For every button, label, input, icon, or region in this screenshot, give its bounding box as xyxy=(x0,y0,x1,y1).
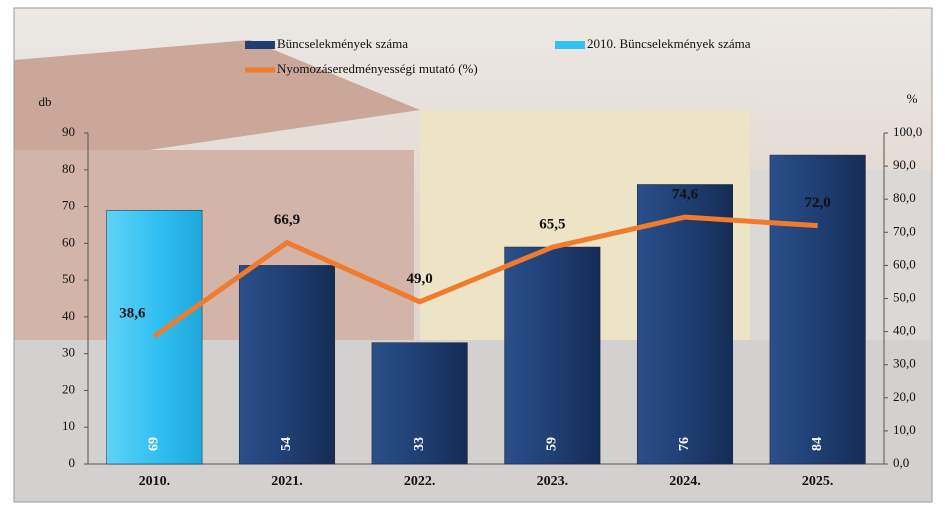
y-tick-label: 70 xyxy=(62,198,75,213)
y2-tick-label: 50,0 xyxy=(893,289,916,304)
bar-value-label: 69 xyxy=(147,437,162,451)
line-value-label: 72,0 xyxy=(805,195,831,211)
x-tick-label: 2024. xyxy=(669,474,701,489)
line-value-label: 49,0 xyxy=(407,271,433,287)
y-tick-label: 90 xyxy=(62,124,75,139)
bar xyxy=(769,154,866,465)
y2-axis-title: % xyxy=(907,91,918,106)
frame xyxy=(13,7,933,503)
legend-label: 2010. Büncselekmények száma xyxy=(587,36,751,51)
bar xyxy=(504,246,601,465)
bar xyxy=(371,342,468,465)
y-tick-label: 20 xyxy=(62,381,75,396)
line-value-label: 74,6 xyxy=(672,187,699,203)
x-tick-label: 2025. xyxy=(802,474,834,489)
y2-tick-label: 10,0 xyxy=(893,422,916,437)
legend-swatch xyxy=(245,41,275,49)
bar xyxy=(106,209,203,465)
line-value-label: 65,5 xyxy=(539,217,565,233)
x-tick-label: 2010. xyxy=(139,474,171,489)
bar-value-label: 84 xyxy=(810,437,825,451)
line-value-label: 38,6 xyxy=(119,306,146,322)
y-tick-label: 10 xyxy=(62,418,75,433)
bar xyxy=(238,265,336,465)
line-value-label: 66,9 xyxy=(274,212,300,228)
y-tick-label: 0 xyxy=(69,455,76,470)
line xyxy=(152,214,818,339)
y-tick-label: 50 xyxy=(62,271,75,286)
y-tick-label: 80 xyxy=(62,161,75,176)
bar-value-label: 59 xyxy=(545,437,560,451)
y-axis-title: db xyxy=(39,94,52,109)
y2-tick-label: 80,0 xyxy=(893,190,916,205)
y2-tick-label: 60,0 xyxy=(893,256,916,271)
y2-tick-label: 20,0 xyxy=(893,389,916,404)
x-tick-label: 2023. xyxy=(537,474,569,489)
y2-tick-label: 100,0 xyxy=(893,124,922,139)
y-tick-label: 40 xyxy=(62,308,75,323)
x-tick-label: 2022. xyxy=(404,474,436,489)
bar-value-label: 33 xyxy=(412,437,427,451)
bar xyxy=(636,184,734,465)
y-tick-label: 30 xyxy=(62,345,75,360)
bar-value-label: 54 xyxy=(279,437,294,451)
bar-value-label: 76 xyxy=(677,437,692,451)
y2-tick-label: 90,0 xyxy=(893,157,916,172)
y2-tick-label: 70,0 xyxy=(893,223,916,238)
y2-tick-label: 40,0 xyxy=(893,323,916,338)
y-tick-label: 60 xyxy=(62,234,75,249)
y2-tick-label: 30,0 xyxy=(893,356,916,371)
legend-swatch xyxy=(555,41,585,49)
legend-label: Büncselekmények száma xyxy=(277,36,408,51)
y2-tick-label: 0,0 xyxy=(893,455,909,470)
x-tick-label: 2021. xyxy=(271,474,303,489)
legend-label: Nyomozáseredményességi mutató (%) xyxy=(277,61,478,76)
